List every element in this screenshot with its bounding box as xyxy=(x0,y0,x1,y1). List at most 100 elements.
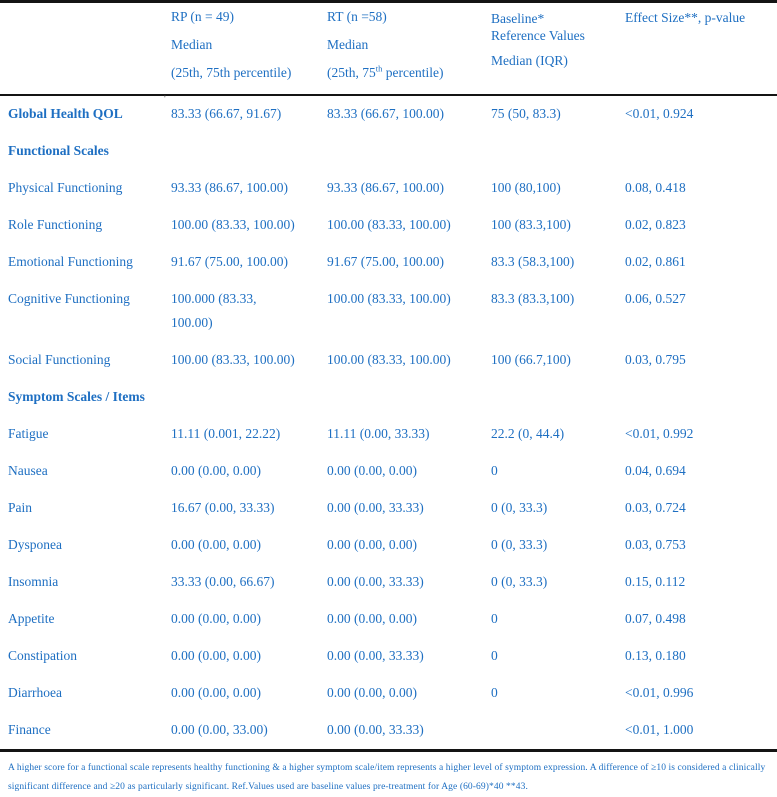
effect-value: 0.15, 0.112 xyxy=(625,574,686,589)
baseline-value: 83.3 (83.3,100) xyxy=(491,291,575,306)
rp-value: 100.000 (83.33, 100.00) xyxy=(171,291,257,330)
effect-value: 0.07, 0.498 xyxy=(625,611,686,626)
effect-value: 0.02, 0.861 xyxy=(625,254,686,269)
effect-value: 0.06, 0.527 xyxy=(625,291,686,306)
table-row-physical-functioning: Physical Functioning 93.33 (86.67, 100.0… xyxy=(0,170,777,207)
section-row-symptom-scales-items: Symptom Scales / Items xyxy=(0,379,777,416)
rt-percentile-label: (25th, 75th percentile) xyxy=(327,63,444,80)
rt-group-label: RT (n =58) xyxy=(327,9,387,24)
effect-value: 0.13, 0.180 xyxy=(625,648,686,663)
rp-value: 100.00 (83.33, 100.00) xyxy=(171,352,295,367)
baseline-value xyxy=(483,712,617,749)
rp-value: 11.11 (0.001, 22.22) xyxy=(171,426,281,441)
row-label: Global Health QOL xyxy=(8,106,123,121)
effect-value: <0.01, 1.000 xyxy=(625,722,694,737)
rt-value: 0.00 (0.00, 33.33) xyxy=(327,648,424,663)
baseline-value: 0 xyxy=(491,463,498,478)
baseline-value: 100 (83.3,100) xyxy=(491,217,571,232)
rp-value: 100.00 (83.33, 100.00) xyxy=(171,217,295,232)
baseline-value: 100 (66.7,100) xyxy=(491,352,571,367)
rp-value: 93.33 (86.67, 100.00) xyxy=(171,180,288,195)
baseline-value: 0 (0, 33.3) xyxy=(491,537,548,552)
baseline-value xyxy=(483,379,617,416)
header-cell-baseline: Baseline* Reference Values Median (IQR) xyxy=(483,3,617,96)
rt-value: 100.00 (83.33, 100.00) xyxy=(327,352,451,367)
table-row-global-health-qol: Global Health QOL 83.33 (66.67, 91.67) 8… xyxy=(0,95,777,133)
effect-value: 0.03, 0.724 xyxy=(625,500,686,515)
row-label: Constipation xyxy=(8,648,78,663)
baseline-value: 22.2 (0, 44.4) xyxy=(491,426,565,441)
baseline-value: 75 (50, 83.3) xyxy=(491,106,561,121)
rp-value: 0.00 (0.00, 0.00) xyxy=(171,685,261,700)
rt-value: 0.00 (0.00, 0.00) xyxy=(327,537,417,552)
effect-value: 0.03, 0.753 xyxy=(625,537,686,552)
effect-value: <0.01, 0.924 xyxy=(625,106,694,121)
row-label: Nausea xyxy=(8,463,48,478)
rp-value: 83.33 (66.67, 91.67) xyxy=(171,106,282,121)
rt-value: 93.33 (86.67, 100.00) xyxy=(327,180,444,195)
baseline-value: 0 (0, 33.3) xyxy=(491,500,548,515)
rt-value: 0.00 (0.00, 33.33) xyxy=(327,574,424,589)
rp-value: 0.00 (0.00, 0.00) xyxy=(171,648,261,663)
header-cell-scale xyxy=(0,3,163,96)
row-label: Physical Functioning xyxy=(8,180,123,195)
rt-value: 100.00 (83.33, 100.00) xyxy=(327,291,451,306)
section-label: Functional Scales xyxy=(8,143,109,158)
baseline-median-iqr-label: Median (IQR) xyxy=(491,53,568,68)
rp-median-label: Median xyxy=(171,37,213,52)
section-label: Symptom Scales / Items xyxy=(8,389,145,404)
effect-value: <0.01, 0.992 xyxy=(625,426,694,441)
qol-results-table: RP (n = 49) Median (25th, 75th percentil… xyxy=(0,3,777,749)
header-cell-rp: RP (n = 49) Median (25th, 75th percentil… xyxy=(163,3,319,96)
rp-value: 33.33 (0.00, 66.67) xyxy=(171,574,275,589)
baseline-value: 0 xyxy=(491,685,498,700)
rt-value: 0.00 (0.00, 0.00) xyxy=(327,611,417,626)
baseline-value: 0 xyxy=(491,648,498,663)
baseline-value: 0 (0, 33.3) xyxy=(491,574,548,589)
effect-value xyxy=(617,379,777,416)
baseline-reference-label: Baseline* Reference Values xyxy=(491,11,585,43)
table-body: Global Health QOL 83.33 (66.67, 91.67) 8… xyxy=(0,95,777,749)
table-row-constipation: Constipation 0.00 (0.00, 0.00) 0.00 (0.0… xyxy=(0,638,777,675)
table-row-emotional-functioning: Emotional Functioning 91.67 (75.00, 100.… xyxy=(0,244,777,281)
rt-value xyxy=(319,133,483,170)
rt-value: 0.00 (0.00, 33.33) xyxy=(327,500,424,515)
top-rule xyxy=(0,0,777,3)
table-row-dysponea: Dysponea 0.00 (0.00, 0.00) 0.00 (0.00, 0… xyxy=(0,527,777,564)
row-label: Fatigue xyxy=(8,426,49,441)
table-row-role-functioning: Role Functioning 100.00 (83.33, 100.00) … xyxy=(0,207,777,244)
table-row-social-functioning: Social Functioning 100.00 (83.33, 100.00… xyxy=(0,342,777,379)
row-label: Social Functioning xyxy=(8,352,111,367)
rt-value: 11.11 (0.00, 33.33) xyxy=(327,426,430,441)
header-row: RP (n = 49) Median (25th, 75th percentil… xyxy=(0,3,777,96)
header-cell-effect-size: Effect Size**, p-value xyxy=(617,3,777,96)
rp-value: 0.00 (0.00, 0.00) xyxy=(171,463,261,478)
table-row-appetite: Appetite 0.00 (0.00, 0.00) 0.00 (0.00, 0… xyxy=(0,601,777,638)
baseline-value: 100 (80,100) xyxy=(491,180,561,195)
rp-value: 0.00 (0.00, 0.00) xyxy=(171,611,261,626)
effect-value: <0.01, 0.996 xyxy=(625,685,694,700)
row-label: Dysponea xyxy=(8,537,62,552)
rp-group-label: RP (n = 49) xyxy=(171,9,234,24)
stray-apostrophe-artifact: ' xyxy=(164,94,166,105)
row-label: Insomnia xyxy=(8,574,59,589)
table-row-fatigue: Fatigue 11.11 (0.001, 22.22) 11.11 (0.00… xyxy=(0,416,777,453)
section-row-functional-scales: Functional Scales xyxy=(0,133,777,170)
rt-value: 0.00 (0.00, 0.00) xyxy=(327,685,417,700)
table-row-finance: Finance 0.00 (0.00, 33.00) 0.00 (0.00, 3… xyxy=(0,712,777,749)
row-label: Finance xyxy=(8,722,51,737)
header-cell-rt: RT (n =58) Median (25th, 75th percentile… xyxy=(319,3,483,96)
row-label: Diarrhoea xyxy=(8,685,62,700)
rt-value: 100.00 (83.33, 100.00) xyxy=(327,217,451,232)
rp-percentile-label: (25th, 75th percentile) xyxy=(171,65,292,80)
rt-value: 83.33 (66.67, 100.00) xyxy=(327,106,444,121)
table-row-cognitive-functioning: Cognitive Functioning 100.000 (83.33, 10… xyxy=(0,281,777,342)
effect-value: 0.03, 0.795 xyxy=(625,352,686,367)
row-label: Pain xyxy=(8,500,33,515)
effect-value: 0.04, 0.694 xyxy=(625,463,686,478)
table-row-nausea: Nausea 0.00 (0.00, 0.00) 0.00 (0.00, 0.0… xyxy=(0,453,777,490)
rp-value xyxy=(163,133,319,170)
rp-value: 0.00 (0.00, 33.00) xyxy=(171,722,268,737)
rp-value xyxy=(163,379,319,416)
